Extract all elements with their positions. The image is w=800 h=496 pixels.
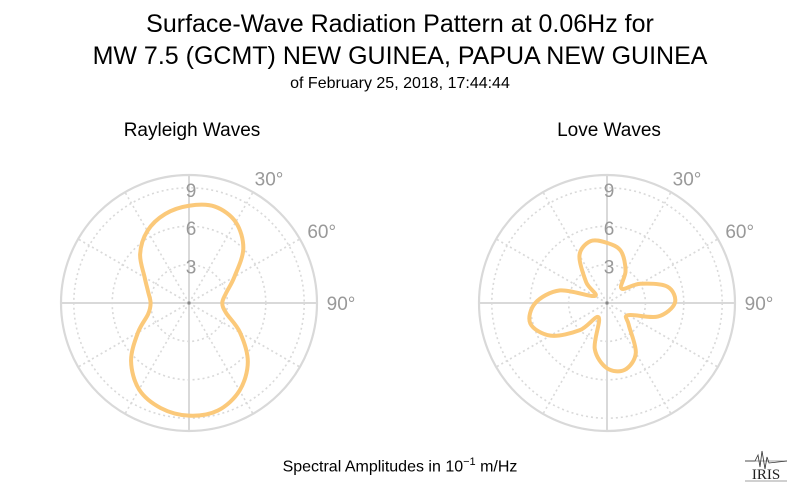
iris-logo-text: IRIS	[752, 467, 780, 483]
love-angle-tick-label: 30°	[673, 169, 702, 190]
rayleigh-spoke-150	[188, 302, 254, 415]
rayleigh-radial-tick-label: 9	[186, 181, 197, 202]
units-suffix: m/Hz	[475, 458, 518, 476]
rayleigh-spoke-300	[77, 238, 190, 304]
rayleigh-spoke-210	[124, 302, 190, 415]
rayleigh-spoke-120	[188, 302, 301, 368]
love-radial-tick-label: 6	[604, 219, 615, 240]
love-center-point	[605, 301, 609, 305]
rayleigh-spoke-30	[188, 191, 254, 304]
love-spoke-330	[542, 191, 608, 304]
rayleigh-center-point	[187, 301, 191, 305]
radial-axis-units-label: Spectral Amplitudes in 10−1 m/Hz	[0, 456, 800, 476]
love-spoke-120	[606, 302, 719, 368]
love-spoke-60	[606, 238, 719, 304]
rayleigh-radial-tick-label: 6	[186, 219, 197, 240]
rayleigh-angle-tick-label: 90°	[327, 294, 356, 315]
love-angle-tick-label: 60°	[725, 222, 754, 243]
love-spoke-240	[495, 302, 608, 368]
chart-date-line: of February 25, 2018, 17:44:44	[290, 75, 510, 92]
chart-title-line-1: Surface-Wave Radiation Pattern at 0.06Hz…	[146, 10, 654, 38]
rayleigh-spoke-60	[188, 238, 301, 304]
rayleigh-radial-tick-label: 3	[186, 258, 197, 279]
rayleigh-subplot-title: Rayleigh Waves	[123, 120, 261, 141]
love-spoke-150	[606, 302, 672, 415]
rayleigh-radiation-pattern-curve	[129, 202, 250, 418]
love-spoke-30	[606, 191, 672, 304]
rayleigh-spoke-330	[124, 191, 190, 304]
rayleigh-polar-plot: 3 6 9 30° 60° 90°	[59, 169, 356, 433]
love-angle-tick-label: 90°	[745, 294, 774, 315]
units-prefix: Spectral Amplitudes in	[282, 458, 446, 476]
love-spoke-300	[495, 238, 608, 304]
units-base: 10	[445, 458, 464, 476]
rayleigh-spoke-240	[77, 302, 190, 368]
chart-title-line-2: MW 7.5 (GCMT) NEW GUINEA, PAPUA NEW GUIN…	[92, 42, 708, 70]
love-polar-plot: 3 6 9 30° 60° 90°	[477, 169, 774, 433]
love-radial-tick-label: 9	[604, 181, 615, 202]
love-spoke-210	[542, 302, 608, 415]
rayleigh-angle-tick-label: 30°	[255, 169, 284, 190]
rayleigh-angle-tick-label: 60°	[307, 222, 336, 243]
units-exponent: −1	[463, 456, 476, 468]
iris-logo: IRIS	[745, 450, 788, 483]
love-subplot-title: Love Waves	[557, 120, 661, 141]
love-radial-tick-label: 3	[604, 258, 615, 279]
love-radiation-pattern-curve	[527, 238, 678, 374]
